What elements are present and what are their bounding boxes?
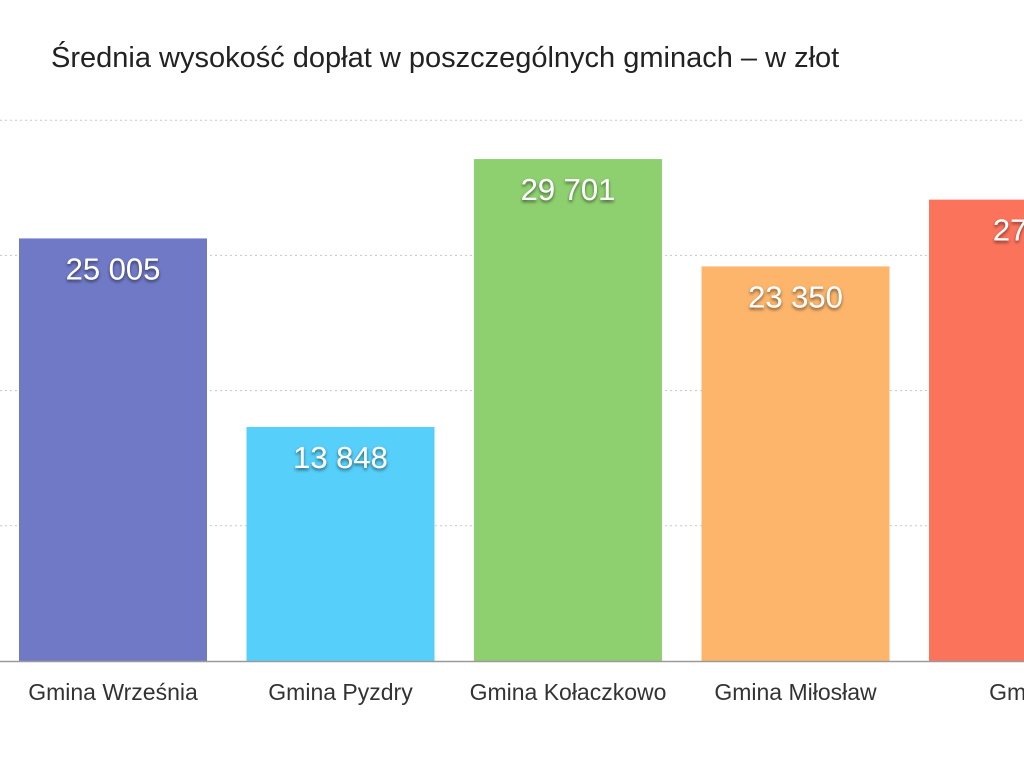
bars xyxy=(19,159,1024,661)
chart-title: Średnia wysokość dopłat w poszczególnych… xyxy=(51,42,840,74)
bar xyxy=(19,238,207,661)
bar xyxy=(701,266,890,661)
data-label: 25 005 xyxy=(66,251,161,286)
x-tick-label: Gmina Września xyxy=(28,679,198,705)
category-labels: Gmina Września Gmina Pyzdry Gmina Kołaczko… xyxy=(28,679,1024,705)
x-tick-label: Gmina Miłosław xyxy=(714,679,877,705)
bar xyxy=(929,199,1024,661)
x-tick-label: Gmina Kołaczkowo xyxy=(470,679,667,705)
x-tick-label: Gmina Pyzdry xyxy=(268,679,413,705)
data-label: 13 848 xyxy=(293,440,388,475)
data-label: 29 701 xyxy=(521,172,616,207)
data-label: 23 350 xyxy=(748,279,843,314)
bar xyxy=(474,159,662,661)
data-label: 27 3 xyxy=(993,213,1024,248)
x-tick-label: Gmina xyxy=(989,679,1024,705)
value-labels: 25 005 13 848 29 701 23 350 27 3 xyxy=(66,172,1024,475)
bar xyxy=(246,426,435,661)
